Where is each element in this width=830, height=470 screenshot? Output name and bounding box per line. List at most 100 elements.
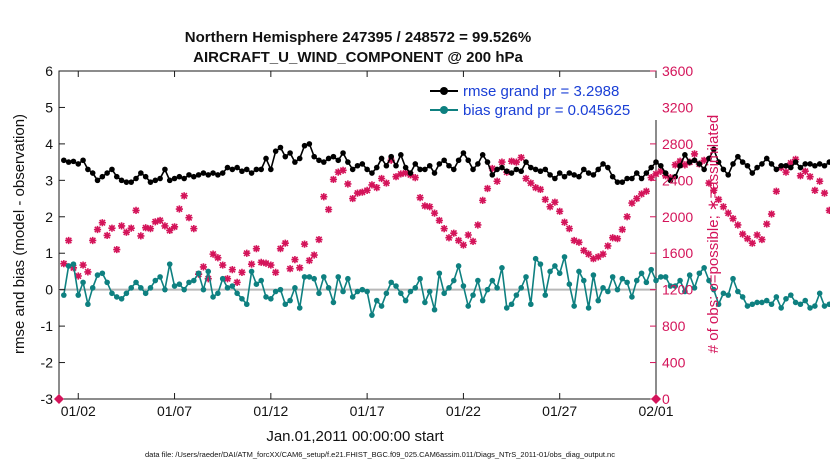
bias-point (402, 297, 409, 304)
rmse-point (325, 155, 332, 162)
rmse-point (590, 172, 597, 178)
obs-count-point (344, 180, 352, 188)
bias-point (470, 292, 476, 298)
obs-count-point (397, 170, 405, 178)
rmse-point (398, 152, 404, 158)
rmse-point (234, 164, 240, 171)
x-tick-label: 02/01 (638, 403, 673, 419)
rmse-point (393, 162, 399, 169)
rmse-point (287, 150, 293, 156)
obs-count-point (681, 161, 689, 169)
rmse-point (166, 177, 173, 184)
obs-count-point (604, 242, 612, 250)
obs-count-point (247, 260, 256, 268)
obs-count-point (170, 223, 179, 231)
obs-count-point (739, 230, 747, 238)
rmse-point (89, 170, 96, 176)
obs-count-point (450, 229, 458, 237)
bias-point (788, 292, 794, 298)
bias-point (417, 275, 423, 282)
rmse-point (783, 162, 789, 169)
rmse-point (147, 179, 154, 185)
y-right-tick-label: 800 (662, 318, 686, 334)
bias-point (730, 275, 736, 282)
bias-point (744, 303, 751, 309)
obs-count-point (296, 264, 304, 272)
rmse-point (643, 170, 650, 176)
rmse-point (556, 170, 563, 176)
obs-count-point (565, 225, 573, 233)
bias-point (181, 286, 187, 293)
bias-point (215, 290, 221, 297)
y-axis-right-label: # of obs: o=possible; ∗=assimilated (705, 115, 722, 354)
obs-count-point (190, 225, 198, 233)
rmse-point (205, 172, 212, 178)
bias-point (316, 290, 322, 297)
bias-point (369, 312, 375, 318)
rmse-point (629, 175, 635, 182)
bias-point (720, 290, 727, 297)
obs-count-point (657, 167, 665, 175)
rmse-point (576, 173, 582, 180)
obs-count-point (584, 250, 593, 258)
rmse-point (802, 161, 809, 167)
obs-count-point (60, 260, 68, 268)
bias-point (455, 263, 462, 269)
bias-point (446, 285, 452, 291)
bias-point (287, 297, 293, 304)
bias-point (205, 268, 212, 275)
obs-count-point (252, 245, 260, 253)
obs-count-point (825, 206, 830, 214)
bias-point (484, 286, 491, 293)
obs-count-point (633, 194, 641, 203)
bias-point (715, 301, 722, 308)
obs-count-point (599, 250, 607, 258)
obs-count-point (729, 215, 737, 223)
bias-point (812, 303, 818, 309)
obs-count-point (142, 224, 150, 232)
bias-line (63, 256, 830, 319)
bias-point (725, 292, 732, 298)
y-right-tick-label: 1200 (662, 282, 693, 298)
bias-point (186, 279, 192, 286)
bias-point (219, 275, 226, 282)
bias-point (710, 286, 717, 293)
obs-count-point (517, 153, 525, 162)
obs-count-point (455, 236, 463, 245)
obs-count-point (532, 184, 540, 192)
rmse-point (224, 164, 231, 171)
rmse-point (364, 166, 370, 173)
bias-point (590, 272, 597, 278)
bias-point (277, 286, 284, 293)
obs-count-point (652, 170, 660, 178)
rmse-point (128, 179, 135, 185)
rmse-point (821, 162, 828, 169)
bias-point (85, 301, 91, 308)
rmse-point (268, 166, 274, 173)
obs-count-point (113, 245, 121, 254)
rmse-point (585, 170, 592, 176)
bias-point (94, 272, 101, 278)
rmse-point (686, 159, 693, 165)
obs-count-point (233, 278, 241, 286)
rmse-point (354, 162, 361, 169)
rmse-point (191, 173, 197, 180)
bias-point (311, 275, 317, 282)
bias-point (807, 305, 813, 311)
bias-point (296, 305, 303, 311)
bias-point (200, 286, 207, 293)
rmse-point (710, 146, 717, 153)
rmse-point (422, 166, 428, 173)
obs-count-point (714, 195, 723, 204)
rmse-point (301, 142, 308, 149)
y-left-tick-label: -1 (41, 318, 54, 334)
bias-point (629, 294, 635, 300)
rmse-point (619, 179, 626, 185)
rmse-point (691, 157, 698, 164)
obs-count-point (243, 249, 251, 257)
bias-point (614, 286, 621, 293)
y-left-tick-label: 2 (45, 209, 53, 225)
bias-point (633, 277, 640, 284)
rmse-point (778, 162, 784, 169)
bias-point (585, 305, 592, 311)
